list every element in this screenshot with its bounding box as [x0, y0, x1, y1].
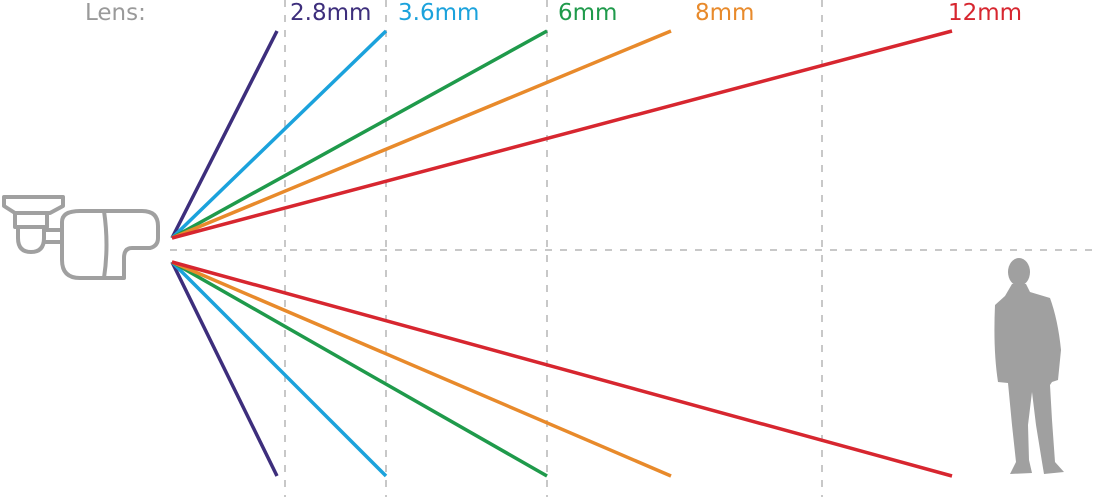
fov-ray-lower — [171, 260, 548, 478]
lens-label: 3.6mm — [398, 0, 479, 26]
lens-heading: Lens: — [85, 0, 146, 26]
lens-label: 2.8mm — [290, 0, 371, 26]
grid-lines — [170, 0, 1100, 497]
fov-ray-lower — [170, 261, 279, 477]
fov-ray-upper — [171, 29, 672, 240]
bullet-camera-icon — [2, 195, 160, 280]
fov-ray-lower — [171, 260, 953, 478]
fov-ray-upper — [171, 29, 953, 240]
lens-labels: 2.8mm 3.6mm 6mm 8mm 12mm — [290, 0, 1022, 26]
lens-label: 12mm — [948, 0, 1022, 26]
fov-ray-upper — [170, 30, 279, 239]
fov-ray-upper — [170, 29, 388, 240]
lens-label: 8mm — [695, 0, 754, 26]
fov-ray-lower — [171, 260, 672, 478]
lens-label: 6mm — [558, 0, 617, 26]
fov-ray-lower — [170, 260, 388, 478]
field-of-view-rays — [170, 29, 953, 478]
fov-ray-upper — [171, 29, 548, 240]
person-silhouette-icon — [994, 258, 1064, 474]
